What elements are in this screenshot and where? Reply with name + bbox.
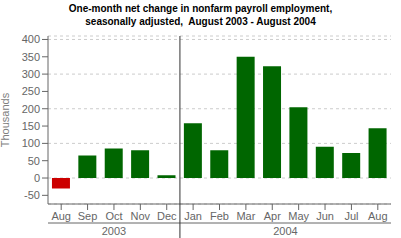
svg-text:300: 300 <box>22 68 40 80</box>
svg-text:0: 0 <box>34 172 40 184</box>
html-text:seasonally adjusted, August 20: seasonally adjusted, August 2003 - Augus… <box>85 16 316 27</box>
svg-text:2004: 2004 <box>273 225 297 237</box>
svg-text:Jul: Jul <box>344 210 358 222</box>
svg-text:Feb: Feb <box>210 210 229 222</box>
svg-text:Apr: Apr <box>264 210 281 222</box>
svg-text:Thousands: Thousands <box>8 92 11 147</box>
svg-text:150: 150 <box>22 120 40 132</box>
svg-text:Nov: Nov <box>131 210 151 222</box>
svg-text:400: 400 <box>22 33 40 45</box>
svg-text:Dec: Dec <box>157 210 177 222</box>
svg-text:Jun: Jun <box>316 210 334 222</box>
svg-text:Aug: Aug <box>368 210 388 222</box>
svg-text:May: May <box>288 210 309 222</box>
svg-text:-50: -50 <box>24 189 40 201</box>
svg-text:Jan: Jan <box>184 210 202 222</box>
svg-text:50: 50 <box>28 155 40 167</box>
svg-text:100: 100 <box>22 137 40 149</box>
svg-text:Aug: Aug <box>51 210 71 222</box>
svg-text:200: 200 <box>22 103 40 115</box>
svg-text:Sep: Sep <box>78 210 98 222</box>
svg-text:Mar: Mar <box>236 210 255 222</box>
svg-text:2003: 2003 <box>102 225 126 237</box>
svg-text:Oct: Oct <box>105 210 122 222</box>
svg-text:350: 350 <box>22 51 40 63</box>
html-text:One-month net change in nonfar: One-month net change in nonfarm payroll … <box>68 3 333 14</box>
svg-text:250: 250 <box>22 85 40 97</box>
